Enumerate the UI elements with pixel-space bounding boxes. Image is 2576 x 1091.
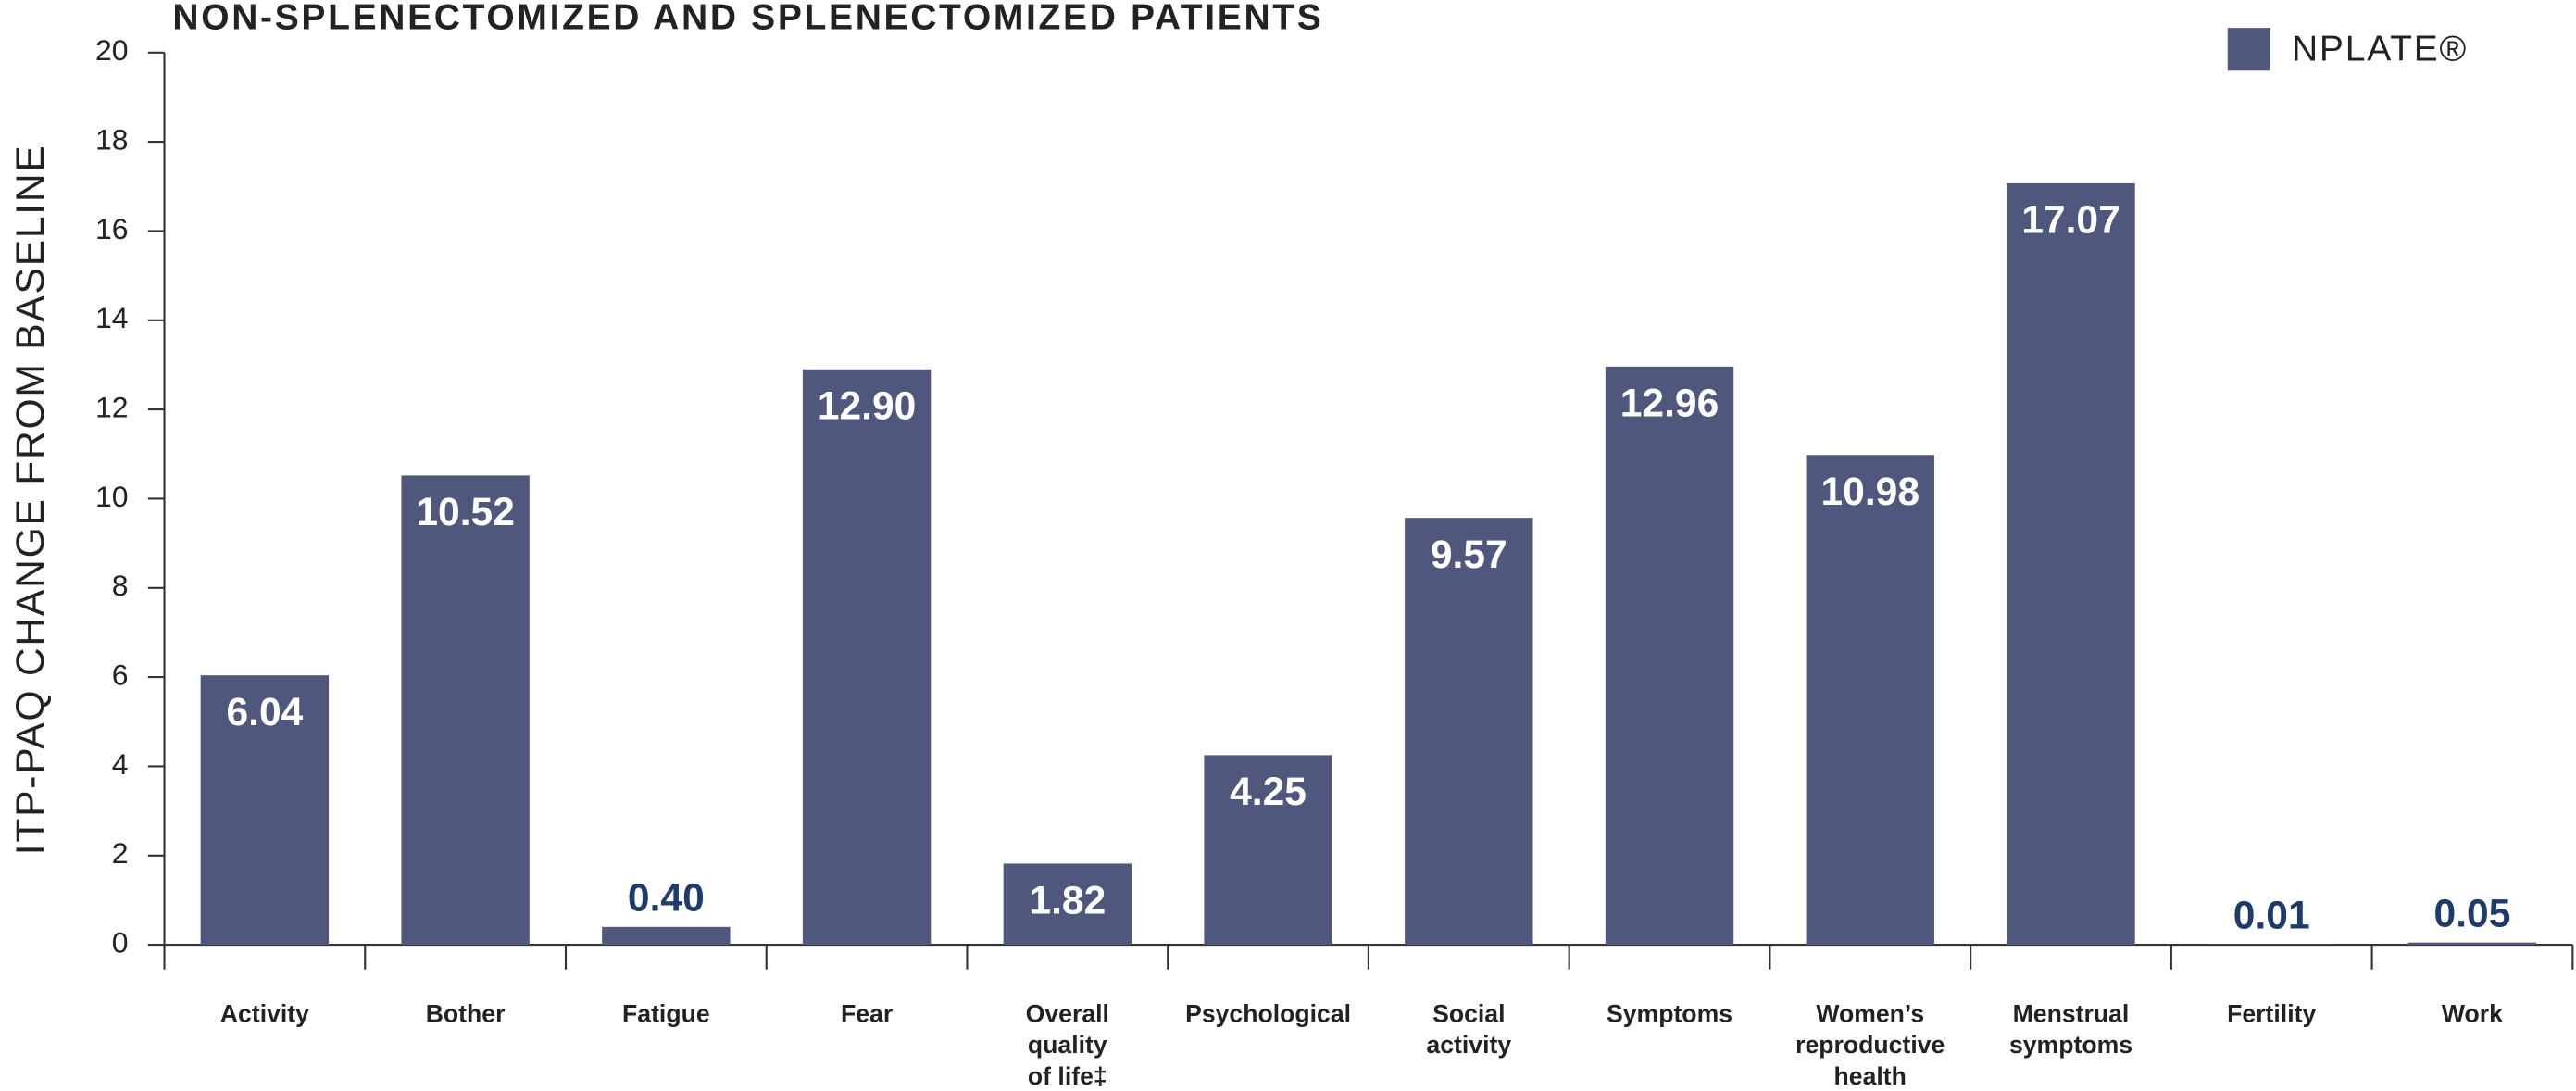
x-tick-label-box: Fatigue [622,1000,710,1029]
y-tick-label: 4 [112,747,129,781]
value-label: 9.57 [1431,533,1507,577]
chart-title: NON-SPLENECTOMIZED AND SPLENECTOMIZED PA… [172,0,1323,38]
value-label: 4.25 [1230,770,1307,814]
x-tick-label: Psychological [1185,1000,1352,1029]
bar [1806,455,1934,946]
y-tick-label: 20 [95,33,129,67]
bar [802,369,932,946]
y-tick-label: 6 [112,658,129,692]
bar [1003,863,1132,946]
x-tick-label: Work [2441,1000,2503,1029]
value-label: 12.90 [818,384,917,429]
value-label: 1.82 [1029,878,1106,922]
x-tick-label: Bother [425,1000,506,1029]
y-tick-label: 8 [112,569,129,602]
value-label: 12.96 [1620,382,1719,426]
value-label: 0.01 [2233,893,2310,937]
value-label: 0.40 [628,876,705,921]
x-tick-label-box: Symptoms [1606,1000,1733,1029]
value-label: 10.52 [416,490,515,534]
x-tick-label-box: Women’s reproductive health [1795,1000,1945,1091]
bar [1204,755,1332,946]
x-tick-label: Social activity [1426,1000,1512,1060]
x-tick-label: Fertility [2227,1000,2317,1029]
y-tick-label: 0 [112,926,129,959]
x-tick-label-box: Work [2441,1000,2503,1029]
x-tick-label: Fatigue [622,1000,710,1029]
x-tick-label-box: Social activity [1426,1000,1512,1060]
x-tick-label-box: Fertility [2227,1000,2317,1029]
bar [401,475,530,946]
x-tick-label-box: Activity [219,1000,309,1029]
bar [1405,518,1533,946]
x-tick-label-box: Fear [840,1000,894,1029]
value-label: 0.05 [2434,892,2511,936]
x-tick-label: Menstrual symptoms [2008,1000,2133,1060]
bar [1605,366,1734,946]
y-axis-label: ITP-PAQ CHANGE FROM BASELINE [8,144,53,855]
y-tick-label: 10 [95,480,129,513]
x-tick-label: Activity [219,1000,309,1029]
value-label: 17.07 [2021,198,2120,243]
x-tick-label: Overall quality of life‡ [1025,1000,1109,1091]
value-label: 6.04 [226,690,303,734]
x-tick-label-box: Psychological [1185,1000,1352,1029]
y-tick-label: 18 [95,123,129,157]
value-label: 10.98 [1821,470,1920,514]
x-tick-label-box: Bother [425,1000,506,1029]
legend-swatch [2227,28,2270,71]
x-tick-label: Fear [840,1000,894,1029]
x-tick-label-box: Menstrual symptoms [2008,1000,2133,1060]
x-tick-label-box: Overall quality of life‡ [1025,1000,1109,1091]
x-tick-label: Women’s reproductive health [1795,1000,1945,1091]
y-tick-label: 16 [95,212,129,245]
y-tick-label: 12 [95,391,129,424]
y-tick-label: 2 [112,836,129,870]
x-tick-label: Symptoms [1606,1000,1733,1029]
y-tick-label: 14 [95,301,129,334]
bar [2007,182,2135,946]
legend-label: NPLATE® [2292,29,2468,69]
bar [602,926,731,946]
bar [2407,942,2537,946]
bar [200,675,330,946]
